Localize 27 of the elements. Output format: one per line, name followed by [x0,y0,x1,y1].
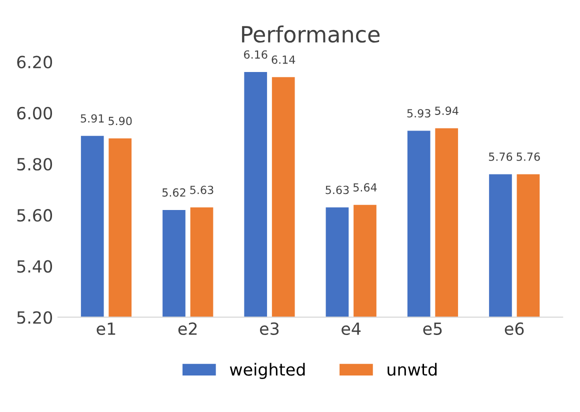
data-label: 5.64 [353,183,377,192]
x-tick-label: e3 [260,322,279,335]
data-label: 5.76 [488,152,512,161]
data-label: 5.94 [435,106,458,115]
y-tick-label: 5.40 [17,260,52,273]
legend-label: unwtd [388,362,437,376]
legend-label: weighted [230,362,305,380]
data-label: 6.14 [272,55,296,64]
data-label: 5.62 [162,188,186,197]
y-tick-label: 5.60 [17,209,52,222]
y-tick-label: 6.00 [17,106,52,120]
y-tick-label: 5.20 [17,311,52,324]
x-tick-label: e2 [178,322,197,335]
data-label: 6.16 [244,50,268,59]
chart-title: Performance [242,25,380,43]
y-tick-label: 5.80 [17,158,52,171]
x-tick-label: e1 [96,322,116,335]
x-tick-label: e5 [423,322,442,335]
x-tick-label: e4 [342,322,361,335]
y-tick-label: 6.20 [17,56,52,68]
data-label: 5.76 [516,152,540,161]
data-label: 5.93 [407,109,430,118]
data-label: 5.63 [190,186,214,194]
data-label: 5.90 [108,116,132,126]
data-label: 5.63 [326,186,349,194]
x-tick-label: e6 [504,322,524,335]
data-label: 5.91 [80,114,104,123]
